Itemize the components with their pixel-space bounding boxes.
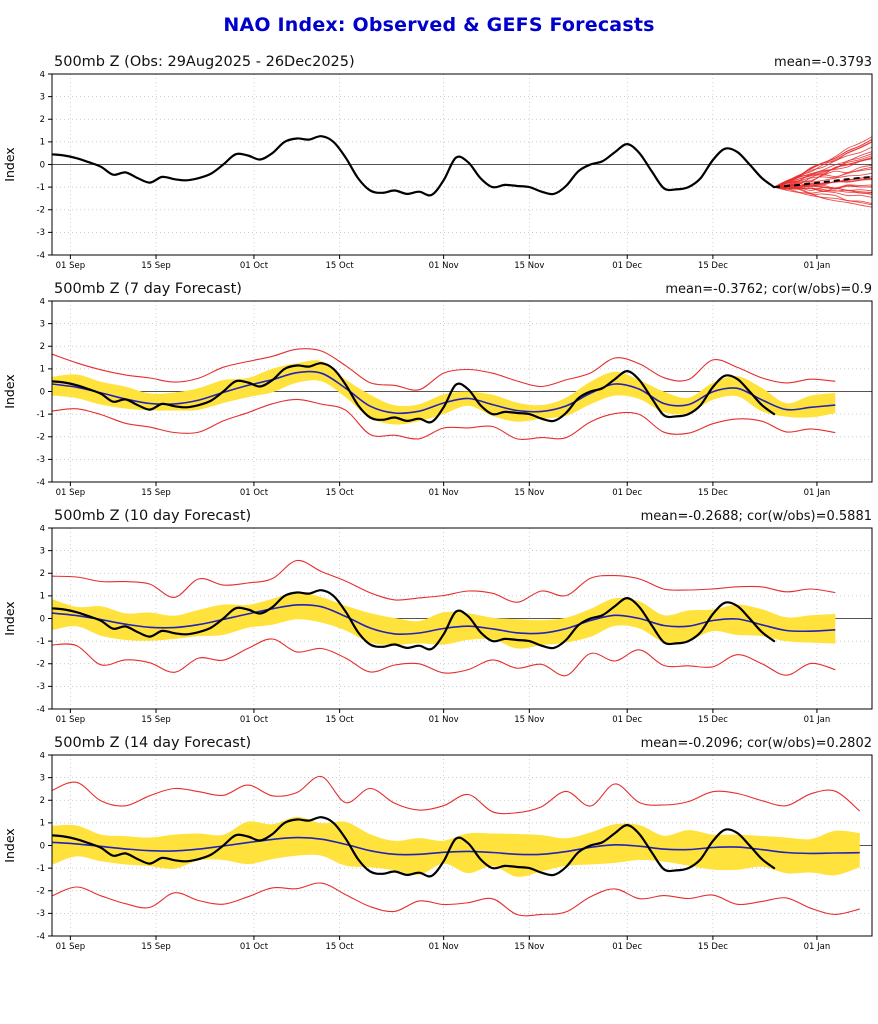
panel-7day-title: 500mb Z (7 day Forecast) bbox=[54, 281, 242, 297]
svg-text:-1: -1 bbox=[37, 864, 45, 874]
svg-text:-2: -2 bbox=[37, 433, 45, 443]
svg-text:4: 4 bbox=[40, 298, 45, 307]
svg-text:4: 4 bbox=[40, 525, 45, 534]
svg-text:-3: -3 bbox=[37, 455, 45, 465]
forecast-14day-chart: -4 -3 -2 -1 0 1 2 3 4 01 Sep 15 Sep 01 Oct 15 Oct 01 … bbox=[2, 752, 873, 952]
svg-text:3: 3 bbox=[40, 773, 45, 783]
panel-10day-header: 500mb Z (10 day Forecast) mean=-0.2688; … bbox=[0, 508, 878, 525]
svg-text:01 Sep: 01 Sep bbox=[56, 942, 86, 952]
svg-text:01 Jan: 01 Jan bbox=[804, 942, 831, 952]
svg-text:01 Nov: 01 Nov bbox=[429, 715, 459, 725]
svg-text:2: 2 bbox=[40, 342, 45, 352]
svg-text:01 Nov: 01 Nov bbox=[429, 261, 459, 271]
svg-text:3: 3 bbox=[40, 92, 45, 102]
svg-text:4: 4 bbox=[40, 752, 45, 761]
forecast-10day-chart: -4 -3 -2 -1 0 1 2 3 4 01 Sep 15 Sep 01 Oct 15 Oct 01 … bbox=[2, 525, 873, 725]
svg-text:15 Oct: 15 Oct bbox=[326, 942, 355, 952]
y-axis-label: Index bbox=[2, 828, 17, 862]
y-axis-label: Index bbox=[2, 374, 17, 408]
svg-text:01 Oct: 01 Oct bbox=[240, 942, 269, 952]
svg-text:-4: -4 bbox=[37, 705, 45, 715]
panel-7day-stats: mean=-0.3762; cor(w/obs)=0.9 bbox=[665, 282, 872, 297]
svg-text:01 Sep: 01 Sep bbox=[56, 261, 86, 271]
svg-text:4: 4 bbox=[40, 71, 45, 80]
svg-text:15 Nov: 15 Nov bbox=[514, 715, 544, 725]
panel-10day-forecast: 500mb Z (10 day Forecast) mean=-0.2688; … bbox=[0, 508, 878, 730]
panel-14day-title: 500mb Z (14 day Forecast) bbox=[54, 735, 252, 751]
svg-text:15 Sep: 15 Sep bbox=[141, 488, 171, 498]
svg-text:01 Nov: 01 Nov bbox=[429, 942, 459, 952]
svg-text:15 Oct: 15 Oct bbox=[326, 261, 355, 271]
svg-text:-3: -3 bbox=[37, 228, 45, 238]
svg-text:01 Dec: 01 Dec bbox=[612, 942, 642, 952]
svg-text:15 Oct: 15 Oct bbox=[326, 488, 355, 498]
svg-text:0: 0 bbox=[40, 387, 45, 397]
panel-14day-stats: mean=-0.2096; cor(w/obs)=0.2802 bbox=[640, 736, 872, 751]
svg-text:15 Nov: 15 Nov bbox=[514, 488, 544, 498]
panel-14day-header: 500mb Z (14 day Forecast) mean=-0.2096; … bbox=[0, 735, 878, 752]
panel-observed-header: 500mb Z (Obs: 29Aug2025 - 26Dec2025) mea… bbox=[0, 54, 878, 71]
svg-text:1: 1 bbox=[40, 138, 45, 148]
svg-text:0: 0 bbox=[40, 614, 45, 624]
svg-text:-3: -3 bbox=[37, 909, 45, 919]
svg-text:01 Sep: 01 Sep bbox=[56, 488, 86, 498]
svg-text:1: 1 bbox=[40, 365, 45, 375]
svg-text:15 Nov: 15 Nov bbox=[514, 942, 544, 952]
svg-text:01 Dec: 01 Dec bbox=[612, 261, 642, 271]
svg-text:15 Dec: 15 Dec bbox=[698, 942, 728, 952]
svg-text:3: 3 bbox=[40, 546, 45, 556]
svg-text:0: 0 bbox=[40, 160, 45, 170]
panel-7day-forecast: 500mb Z (7 day Forecast) mean=-0.3762; c… bbox=[0, 281, 878, 503]
svg-text:01 Jan: 01 Jan bbox=[804, 488, 831, 498]
svg-text:01 Jan: 01 Jan bbox=[804, 261, 831, 271]
svg-text:15 Dec: 15 Dec bbox=[698, 715, 728, 725]
svg-text:-2: -2 bbox=[37, 206, 45, 216]
panel-14day-forecast: 500mb Z (14 day Forecast) mean=-0.2096; … bbox=[0, 735, 878, 957]
svg-text:01 Oct: 01 Oct bbox=[240, 488, 269, 498]
svg-text:-4: -4 bbox=[37, 478, 45, 488]
svg-text:-4: -4 bbox=[37, 251, 45, 261]
svg-text:15 Sep: 15 Sep bbox=[141, 715, 171, 725]
panel-observed-stats: mean=-0.3793 bbox=[774, 55, 872, 70]
svg-text:01 Dec: 01 Dec bbox=[612, 488, 642, 498]
svg-text:2: 2 bbox=[40, 569, 45, 579]
page-title: NAO Index: Observed & GEFS Forecasts bbox=[223, 14, 655, 36]
y-axis-label: Index bbox=[2, 601, 17, 635]
svg-text:1: 1 bbox=[40, 819, 45, 829]
svg-text:0: 0 bbox=[40, 841, 45, 851]
y-axis-label: Index bbox=[2, 147, 17, 181]
svg-text:01 Jan: 01 Jan bbox=[804, 715, 831, 725]
panel-10day-title: 500mb Z (10 day Forecast) bbox=[54, 508, 252, 524]
svg-text:3: 3 bbox=[40, 319, 45, 329]
panel-observed-title: 500mb Z (Obs: 29Aug2025 - 26Dec2025) bbox=[54, 54, 355, 70]
svg-text:-2: -2 bbox=[37, 660, 45, 670]
svg-text:01 Nov: 01 Nov bbox=[429, 488, 459, 498]
svg-text:01 Oct: 01 Oct bbox=[240, 261, 269, 271]
svg-text:-3: -3 bbox=[37, 682, 45, 692]
svg-text:15 Nov: 15 Nov bbox=[514, 261, 544, 271]
panel-observed: 500mb Z (Obs: 29Aug2025 - 26Dec2025) mea… bbox=[0, 54, 878, 276]
svg-text:15 Sep: 15 Sep bbox=[141, 261, 171, 271]
svg-text:15 Dec: 15 Dec bbox=[698, 261, 728, 271]
svg-text:2: 2 bbox=[40, 796, 45, 806]
forecast-7day-chart: -4 -3 -2 -1 0 1 2 3 4 01 Sep 15 Sep 01 Oct 15 Oct 01 … bbox=[2, 298, 873, 498]
svg-text:01 Dec: 01 Dec bbox=[612, 715, 642, 725]
panel-7day-header: 500mb Z (7 day Forecast) mean=-0.3762; c… bbox=[0, 281, 878, 298]
svg-text:01 Sep: 01 Sep bbox=[56, 715, 86, 725]
svg-text:-4: -4 bbox=[37, 932, 45, 942]
svg-text:2: 2 bbox=[40, 115, 45, 125]
svg-text:15 Dec: 15 Dec bbox=[698, 488, 728, 498]
svg-text:15 Sep: 15 Sep bbox=[141, 942, 171, 952]
svg-text:-1: -1 bbox=[37, 183, 45, 193]
svg-text:15 Oct: 15 Oct bbox=[326, 715, 355, 725]
svg-text:-1: -1 bbox=[37, 410, 45, 420]
svg-text:1: 1 bbox=[40, 592, 45, 602]
panel-10day-stats: mean=-0.2688; cor(w/obs)=0.5881 bbox=[640, 509, 872, 524]
svg-text:-1: -1 bbox=[37, 637, 45, 647]
observed-nao-chart: -4 -3 -2 -1 0 1 2 3 4 01 Sep 15 Sep 01 Oct 15 Oct 01 … bbox=[2, 71, 873, 271]
svg-text:-2: -2 bbox=[37, 887, 45, 897]
svg-text:01 Oct: 01 Oct bbox=[240, 715, 269, 725]
